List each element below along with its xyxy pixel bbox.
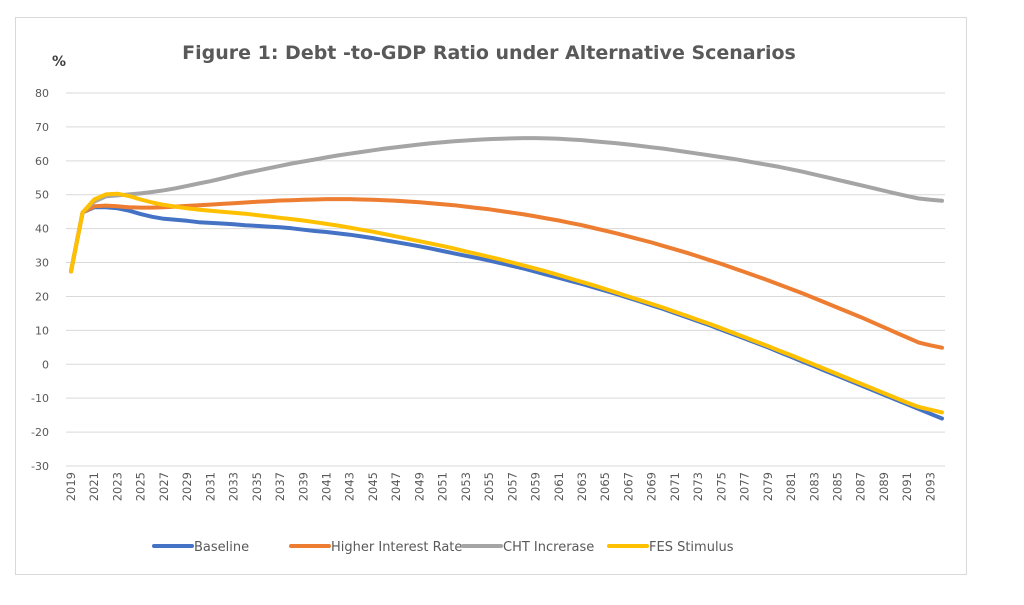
x-tick-label: 2027 [157,472,171,501]
x-tick-label: 2069 [645,472,659,501]
x-tick-label: 2061 [552,472,566,501]
x-tick-label: 2087 [854,472,868,501]
chart-title: Figure 1: Debt -to-GDP Ratio under Alter… [182,42,796,64]
y-axis-ticks: 80 70 60 50 40 30 20 10 0 -10 -20 -30 [31,87,49,473]
x-tick-label: 2023 [110,472,124,501]
x-axis-ticks: 2019 2021 2023 2025 2027 2029 2031 2033 2035 2037… [64,472,937,501]
x-tick-label: 2059 [529,472,543,501]
x-tick-label: 2085 [830,472,844,501]
x-tick-label: 2067 [621,472,635,501]
x-tick-label: 2033 [227,472,241,501]
x-tick-label: 2073 [691,472,705,501]
y-tick-label: 70 [35,121,49,134]
y-tick-label: 10 [35,324,49,337]
legend-label: FES Stimulus [649,540,734,555]
x-tick-label: 2053 [459,472,473,501]
legend-label: CHT Increrase [503,540,594,555]
legend-label: Higher Interest Rate [331,540,462,555]
y-tick-label: 20 [35,290,49,303]
x-tick-label: 2075 [714,472,728,501]
x-tick-label: 2019 [64,472,78,501]
x-tick-label: 2041 [319,472,333,501]
legend-item: FES Stimulus [607,540,734,555]
legend-label: Baseline [194,540,249,555]
series-line-higher-interest-rate [69,197,944,350]
x-tick-label: 2029 [180,472,194,501]
series-line-fes-stimulus [69,191,944,415]
x-tick-label: 2047 [389,472,403,501]
x-tick-label: 2081 [784,472,798,501]
x-tick-label: 2077 [738,472,752,501]
y-tick-label: -20 [31,426,49,439]
x-tick-label: 2021 [87,472,101,501]
y-tick-label: 50 [35,189,49,202]
legend-item: CHT Increrase [461,540,594,555]
x-tick-label: 2091 [900,472,914,501]
x-tick-label: 2035 [250,472,264,501]
x-tick-label: 2089 [877,472,891,501]
x-tick-label: 2025 [134,472,148,501]
x-tick-label: 2051 [436,472,450,501]
x-tick-label: 2065 [598,472,612,501]
legend: Baseline Higher Interest Rate CHT Increras… [152,540,734,555]
x-tick-label: 2049 [412,472,426,501]
y-tick-label: 0 [42,358,49,371]
x-tick-label: 2039 [296,472,310,501]
x-tick-label: 2063 [575,472,589,501]
y-tick-label: -10 [31,392,49,405]
series-line-cht-increrase [69,136,944,274]
y-axis-unit-label: % [52,54,66,70]
y-tick-label: 30 [35,257,49,270]
x-tick-label: 2093 [923,472,937,501]
x-tick-label: 2057 [505,472,519,501]
y-tick-label: 60 [35,155,49,168]
y-tick-label: 80 [35,87,49,100]
x-tick-label: 2071 [668,472,682,501]
x-tick-label: 2031 [203,472,217,501]
x-tick-label: 2043 [343,472,357,501]
x-tick-label: 2079 [761,472,775,501]
y-tick-label: -30 [31,460,49,473]
gridlines [66,92,945,467]
x-tick-label: 2083 [807,472,821,501]
series-lines [69,136,944,421]
y-tick-label: 40 [35,223,49,236]
x-tick-label: 2055 [482,472,496,501]
legend-item: Baseline [152,540,249,555]
x-tick-label: 2037 [273,472,287,501]
legend-item: Higher Interest Rate [289,540,462,555]
series-line-baseline [69,205,944,421]
x-tick-label: 2045 [366,472,380,501]
